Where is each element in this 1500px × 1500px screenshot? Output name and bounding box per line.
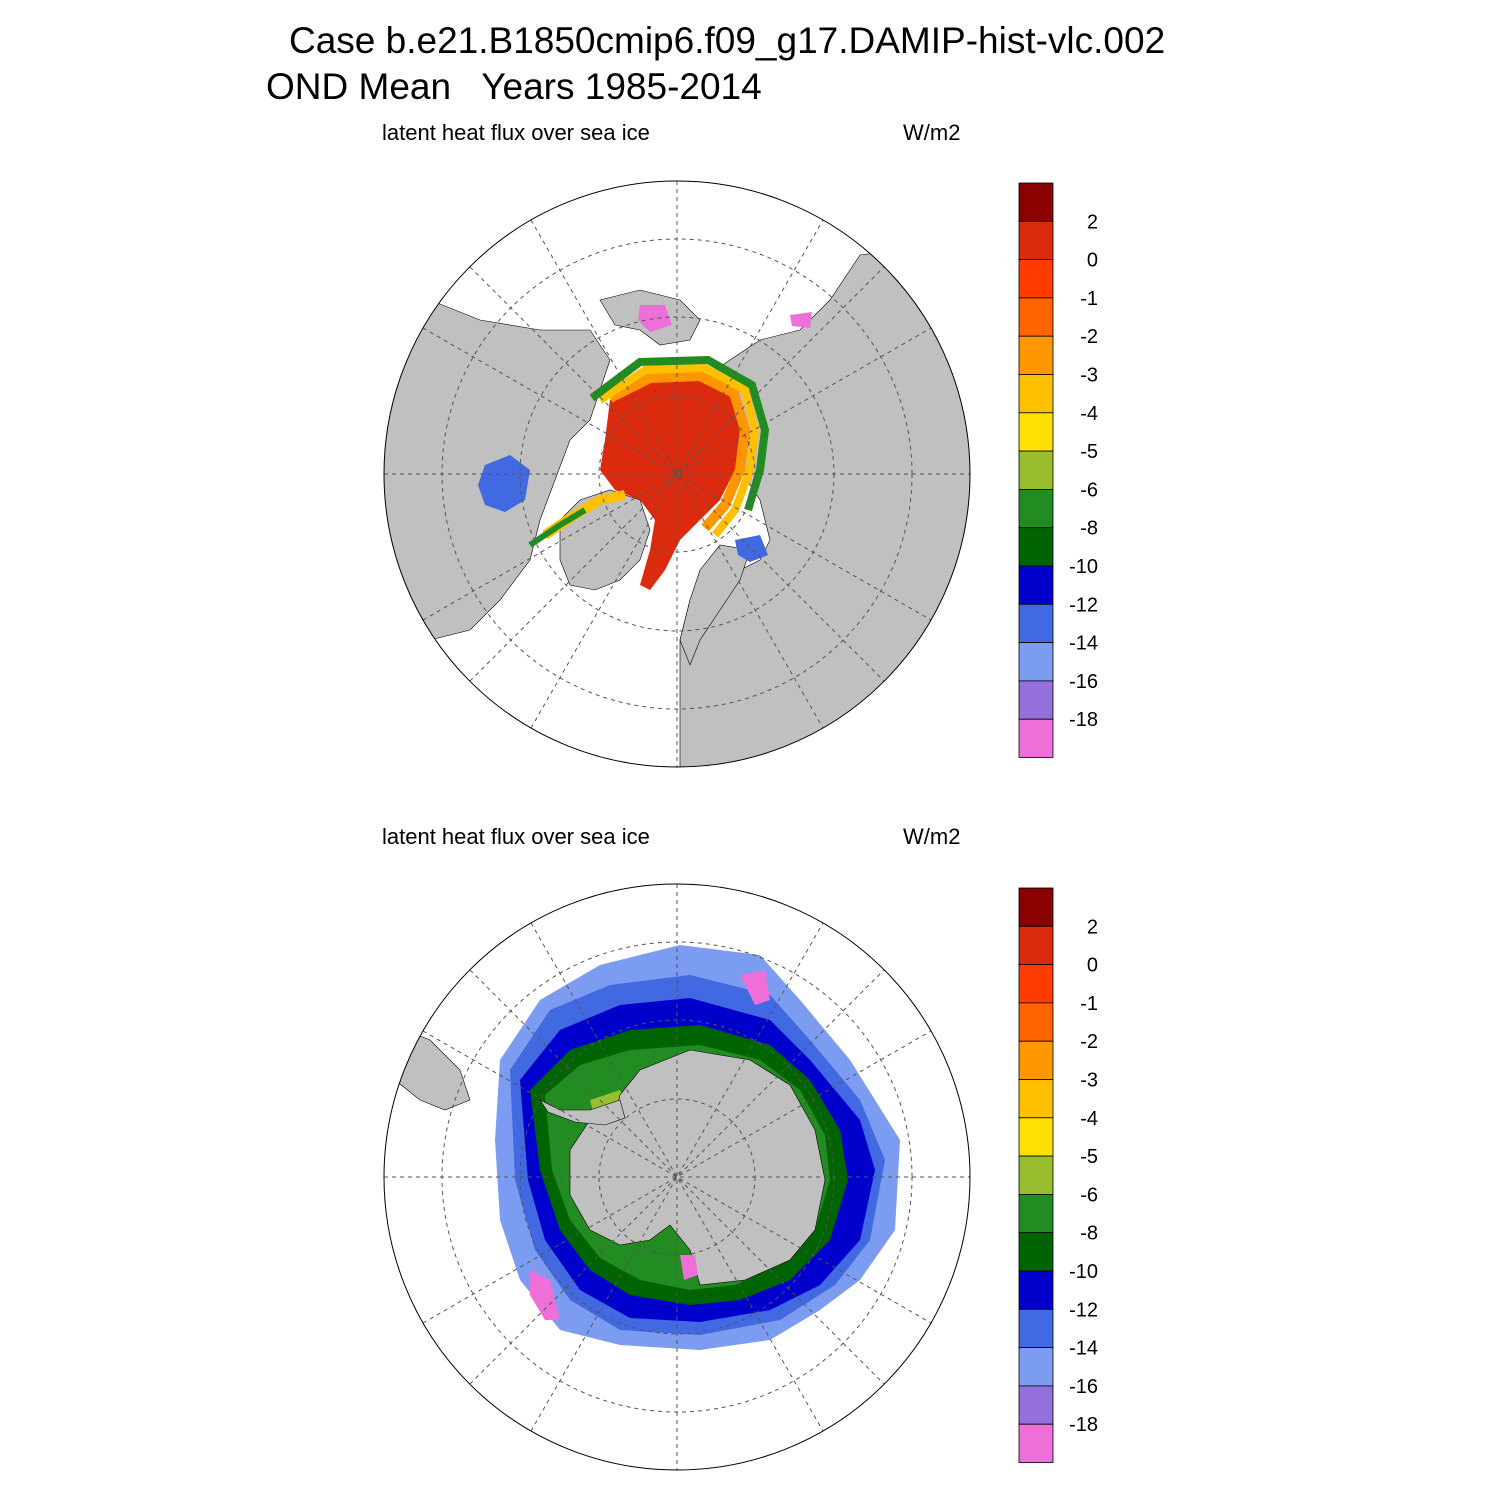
top-colorbar: 2 0 -1 -2 -3 -4 -5 -6 -8 -10 -12 -14 -16 -18 (1018, 182, 1098, 758)
baffin-bay-ice-band-green (528, 507, 587, 548)
top-colorbar-tick-label: -18 (1069, 709, 1098, 731)
top-colorbar-swatch (1018, 680, 1054, 720)
bottom-colorbar-tick-label: -1 (1080, 993, 1098, 1015)
bottom-colorbar-swatch (1018, 887, 1054, 927)
ross-sea-ice-patch (680, 1255, 698, 1280)
top-colorbar-swatch (1018, 182, 1054, 222)
top-colorbar-swatch (1018, 412, 1054, 452)
bottom-colorbar: 2 0 -1 -2 -3 -4 -5 -6 -8 -10 -12 -14 -16 -18 (1018, 887, 1098, 1463)
top-panel-variable-label: latent heat flux over sea ice (382, 120, 650, 145)
top-colorbar-tick-label: -6 (1080, 479, 1098, 501)
barents-ice-patch (735, 535, 768, 562)
top-colorbar-tick-label: -10 (1069, 556, 1098, 578)
top-colorbar-tick-label: -4 (1080, 403, 1098, 425)
bottom-colorbar-swatch (1018, 1423, 1054, 1463)
top-colorbar-swatch (1018, 565, 1054, 605)
bottom-panel-units-label: W/m2 (903, 824, 961, 849)
top-colorbar-swatch (1018, 488, 1054, 529)
top-colorbar-tick-label: -8 (1080, 518, 1098, 540)
top-colorbar-swatch (1018, 718, 1054, 758)
top-colorbar-tick-label: -12 (1069, 594, 1098, 616)
top-colorbar-tick-label: -16 (1069, 671, 1098, 693)
top-colorbar-tick-label: -1 (1080, 288, 1098, 310)
bottom-colorbar-swatch (1018, 925, 1054, 965)
bottom-colorbar-tick-label: 0 (1087, 955, 1098, 977)
bottom-colorbar-swatch (1018, 1002, 1054, 1042)
bottom-colorbar-swatch (1018, 1385, 1054, 1425)
bottom-colorbar-tick-label: -5 (1080, 1146, 1098, 1168)
antarctic-peninsula (539, 1099, 626, 1126)
top-colorbar-tick-label: -14 (1069, 633, 1098, 655)
top-colorbar-tick-label: -5 (1080, 441, 1098, 463)
antarctica-landmass (569, 1049, 826, 1286)
antarctic-polar-map (384, 884, 970, 1470)
bottom-colorbar-swatch (1018, 1232, 1054, 1272)
antarctic-map-border (383, 883, 971, 1471)
bottom-colorbar-tick-label: 2 (1087, 916, 1098, 938)
arctic-ice-rim-orange (607, 370, 751, 532)
arctic-ice-rim-green (589, 355, 770, 512)
top-colorbar-tick-label: 0 (1087, 250, 1098, 272)
bottom-colorbar-swatch (1018, 1117, 1054, 1157)
scandinavia-landmass (679, 544, 751, 666)
bottom-colorbar-swatch (1018, 964, 1054, 1004)
top-colorbar-swatch (1018, 374, 1054, 414)
bottom-colorbar-swatch (1018, 1308, 1054, 1349)
top-colorbar-swatch (1018, 220, 1054, 261)
okhotsk-ice-patch (790, 312, 812, 328)
indian-ocean-pink-patch (740, 970, 770, 1005)
bottom-colorbar-tick-label: -14 (1069, 1338, 1098, 1360)
bottom-colorbar-tick-label: -2 (1080, 1031, 1098, 1053)
hudson-bay-ice (478, 455, 530, 512)
bottom-colorbar-tick-label: -6 (1080, 1184, 1098, 1206)
bottom-colorbar-tick-label: -16 (1069, 1376, 1098, 1398)
bottom-colorbar-swatch (1018, 1270, 1054, 1310)
top-colorbar-swatch (1018, 642, 1054, 682)
bottom-colorbar-tick-label: -12 (1069, 1299, 1098, 1321)
arctic-polar-map (384, 181, 970, 767)
top-colorbar-tick-label: 2 (1087, 211, 1098, 233)
bottom-colorbar-tick-label: -18 (1069, 1414, 1098, 1436)
arctic-ice-rim-yellow (597, 363, 760, 538)
top-panel-units-label: W/m2 (903, 120, 961, 145)
top-colorbar-swatch (1018, 527, 1054, 567)
bottom-colorbar-tick-label: -10 (1069, 1261, 1098, 1283)
bottom-colorbar-tick-label: -8 (1080, 1223, 1098, 1245)
bottom-colorbar-swatch (1018, 1194, 1054, 1234)
top-colorbar-swatch (1018, 259, 1054, 299)
top-colorbar-tick-label: -2 (1080, 326, 1098, 348)
bottom-colorbar-swatch (1018, 1347, 1054, 1387)
pacific-ice-pink-patch (530, 1270, 560, 1320)
antarctic-graticule (384, 884, 970, 1470)
bottom-colorbar-tick-label: -4 (1080, 1108, 1098, 1130)
top-colorbar-swatch (1018, 335, 1054, 375)
figure-title-line-2: OND Mean Years 1985-2014 (266, 66, 762, 107)
bottom-colorbar-swatch (1018, 1155, 1054, 1195)
top-colorbar-tick-label: -3 (1080, 365, 1098, 387)
top-colorbar-swatch (1018, 297, 1054, 337)
bottom-colorbar-swatch (1018, 1079, 1054, 1119)
arctic-sea-ice-core (600, 378, 740, 590)
arctic-graticule (384, 181, 970, 767)
top-colorbar-swatch (1018, 603, 1054, 643)
figure-title-line-1: Case b.e21.B1850cmip6.f09_g17.DAMIP-hist… (289, 20, 1166, 61)
top-colorbar-swatch (1018, 450, 1054, 490)
bering-ice-patch (638, 305, 672, 332)
arctic-map-border (383, 180, 971, 768)
bottom-colorbar-swatch (1018, 1040, 1054, 1080)
bottom-colorbar-tick-label: -3 (1080, 1070, 1098, 1092)
bottom-panel-variable-label: latent heat flux over sea ice (382, 824, 650, 849)
